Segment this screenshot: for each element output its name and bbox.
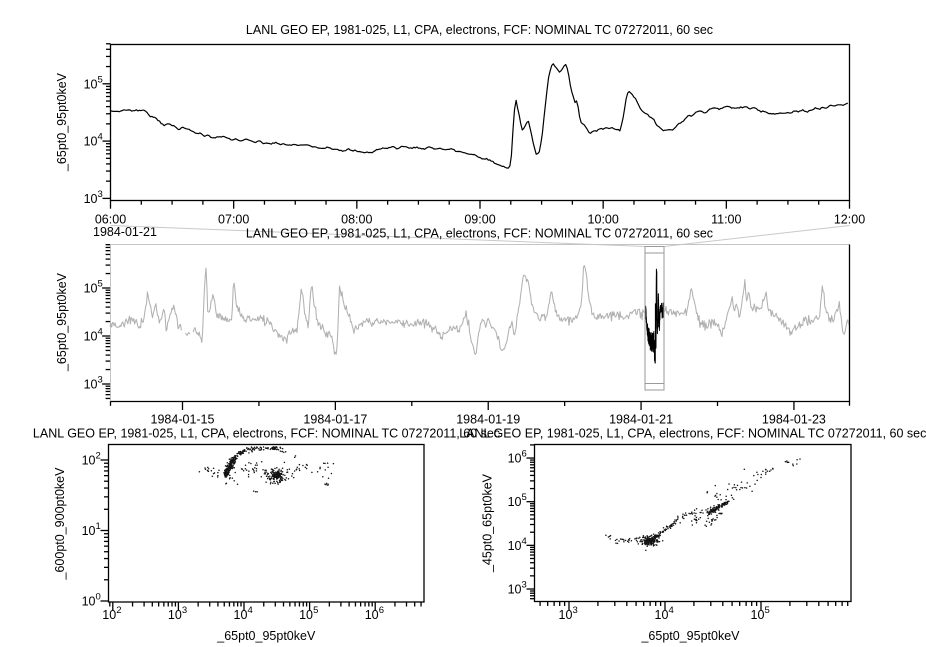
svg-text:10: 10 <box>508 539 522 553</box>
svg-text:3: 3 <box>573 605 578 616</box>
svg-text:LANL GEO EP, 1981-025, L1, CPA: LANL GEO EP, 1981-025, L1, CPA, electron… <box>246 227 713 241</box>
svg-text:_600pt0_900pt0keV: _600pt0_900pt0keV <box>53 467 67 581</box>
svg-text:5: 5 <box>98 279 103 290</box>
svg-text:3: 3 <box>98 189 103 200</box>
svg-text:10: 10 <box>365 608 379 622</box>
svg-text:6: 6 <box>522 449 527 460</box>
svg-text:08:00: 08:00 <box>341 213 372 227</box>
svg-text:1984-01-15: 1984-01-15 <box>151 413 215 427</box>
svg-text:10: 10 <box>84 378 98 392</box>
svg-text:07:00: 07:00 <box>218 213 249 227</box>
svg-text:5: 5 <box>522 492 527 503</box>
svg-text:4: 4 <box>98 132 103 143</box>
svg-text:4: 4 <box>669 605 674 616</box>
svg-text:10: 10 <box>102 608 116 622</box>
svg-text:10: 10 <box>82 454 96 468</box>
svg-text:10: 10 <box>751 608 765 622</box>
svg-text:2: 2 <box>96 451 101 462</box>
svg-text:3: 3 <box>98 375 103 386</box>
svg-text:LANL GEO EP, 1981-025, L1, CPA: LANL GEO EP, 1981-025, L1, CPA, electron… <box>33 426 500 440</box>
svg-text:09:00: 09:00 <box>464 213 495 227</box>
svg-text:1984-01-21: 1984-01-21 <box>93 225 157 239</box>
svg-text:5: 5 <box>98 74 103 85</box>
svg-text:10: 10 <box>168 608 182 622</box>
svg-text:4: 4 <box>248 605 253 616</box>
svg-text:12:00: 12:00 <box>834 213 865 227</box>
svg-text:2: 2 <box>116 605 121 616</box>
svg-text:10: 10 <box>84 192 98 206</box>
svg-text:5: 5 <box>765 605 770 616</box>
svg-text:3: 3 <box>522 580 527 591</box>
svg-text:4: 4 <box>98 327 103 338</box>
svg-text:10: 10 <box>299 608 313 622</box>
svg-text:10: 10 <box>82 524 96 538</box>
svg-text:10: 10 <box>234 608 248 622</box>
svg-text:_45pt0_65pt0keV: _45pt0_65pt0keV <box>481 473 495 573</box>
svg-text:1984-01-23: 1984-01-23 <box>762 413 826 427</box>
svg-text:_65pt0_95pt0keV: _65pt0_95pt0keV <box>640 629 740 643</box>
svg-text:10: 10 <box>84 77 98 91</box>
svg-text:1: 1 <box>96 521 101 532</box>
svg-text:1984-01-17: 1984-01-17 <box>303 413 367 427</box>
svg-text:6: 6 <box>379 605 384 616</box>
svg-text:4: 4 <box>522 536 527 547</box>
svg-text:10: 10 <box>84 282 98 296</box>
svg-text:10: 10 <box>84 135 98 149</box>
svg-text:5: 5 <box>313 605 318 616</box>
svg-text:06:00: 06:00 <box>95 213 126 227</box>
svg-text:LANL GEO EP, 1981-025, L1, CPA: LANL GEO EP, 1981-025, L1, CPA, electron… <box>459 426 926 440</box>
svg-text:1984-01-19: 1984-01-19 <box>456 413 520 427</box>
svg-text:10: 10 <box>84 330 98 344</box>
svg-text:1984-01-21: 1984-01-21 <box>609 413 673 427</box>
svg-text:10: 10 <box>508 495 522 509</box>
svg-text:11:00: 11:00 <box>711 213 741 227</box>
svg-text:LANL GEO EP, 1981-025, L1, CPA: LANL GEO EP, 1981-025, L1, CPA, electron… <box>246 23 713 37</box>
svg-text:10: 10 <box>655 608 669 622</box>
svg-text:10:00: 10:00 <box>588 213 619 227</box>
svg-text:_65pt0_95pt0keV: _65pt0_95pt0keV <box>216 629 316 643</box>
svg-text:_65pt0_95pt0keV: _65pt0_95pt0keV <box>55 272 69 372</box>
svg-text:_65pt0_95pt0keV: _65pt0_95pt0keV <box>55 72 69 172</box>
svg-text:10: 10 <box>559 608 573 622</box>
svg-text:10: 10 <box>508 583 522 597</box>
svg-text:3: 3 <box>182 605 187 616</box>
svg-text:0: 0 <box>96 592 101 603</box>
svg-text:10: 10 <box>508 452 522 466</box>
svg-text:10: 10 <box>82 595 96 609</box>
